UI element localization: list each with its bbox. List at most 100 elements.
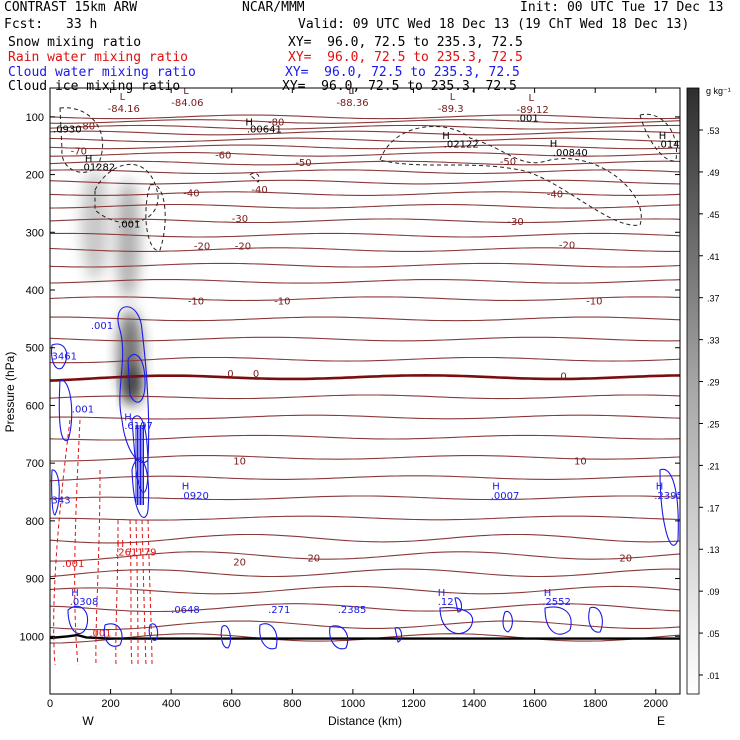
colorbar-level: .53 <box>707 126 720 136</box>
cloud-water-label: H <box>124 412 132 423</box>
x-tick-label: 200 <box>101 698 119 710</box>
isotherm-line <box>50 414 680 420</box>
x-tick-label: 600 <box>223 698 241 710</box>
cloud-water-label: H <box>438 588 446 599</box>
field-cloud-water-xy: XY= 96.0, 72.5 to 235.3, 72.5 <box>285 65 520 80</box>
rain-water-contour <box>115 519 119 666</box>
x-tick-label: 1800 <box>583 698 607 710</box>
field-snow-xy: XY= 96.0, 72.5 to 235.3, 72.5 <box>288 35 523 50</box>
isotherm-line <box>50 394 680 400</box>
y-tick-label: 100 <box>26 112 44 124</box>
cloud-water-label: .0007 <box>491 491 520 502</box>
isotherm-label: -40 <box>547 190 563 201</box>
cloud-water-label: .271 <box>268 605 290 616</box>
isotherm-label: 0 <box>227 369 233 380</box>
isotherm-label: -60 <box>215 150 231 161</box>
isotherm-line <box>50 169 680 175</box>
cloud-water-contour <box>51 343 68 370</box>
colorbar-level: .25 <box>707 419 720 429</box>
isotherm-label: -30 <box>232 214 248 225</box>
y-tick-label: 400 <box>26 285 44 297</box>
low-value: -89.3 <box>438 104 464 115</box>
cloud-water-contour <box>148 623 159 641</box>
cloud-water-label: .0308 <box>70 597 99 608</box>
cloud-water-contour <box>220 625 231 649</box>
colorbar-level: .33 <box>707 336 720 346</box>
isotherm-line <box>50 620 680 631</box>
cloud-water-contour <box>127 354 146 403</box>
forecast-hours: 33 h <box>66 17 98 32</box>
isotherm-line <box>50 603 680 613</box>
colorbar-level: .01 <box>707 671 720 681</box>
field-rain-name: Rain water mixing ratio <box>8 50 189 65</box>
isotherm-label: -50 <box>295 158 311 169</box>
isotherm-label: -40 <box>251 185 267 196</box>
isotherm-label: 20 <box>619 553 632 564</box>
y-tick-label: 200 <box>26 170 44 182</box>
isotherm-line <box>50 585 680 595</box>
isotherm-line <box>50 114 680 120</box>
cloud-ice-contour <box>59 107 104 173</box>
field-cloud-ice-name: Cloud ice mixing ratio <box>8 79 181 94</box>
cloud-water-label: .2385 <box>338 605 367 616</box>
init-time: Init: 00 UTC Tue 17 Dec 13 <box>520 0 724 15</box>
isotherm-line <box>50 160 680 166</box>
cloud-ice-label: .00641 <box>247 124 282 135</box>
isotherm-label: -10 <box>586 296 602 307</box>
low-marker: L <box>183 86 189 97</box>
cloud-water-label: H <box>656 482 664 493</box>
isotherm-line <box>50 373 680 382</box>
cloud-water-contour <box>51 469 60 516</box>
org-label: NCAR/MMM <box>242 0 305 15</box>
colorbar-level: .49 <box>707 168 720 178</box>
isotherm-label: 20 <box>307 553 320 564</box>
isotherm-label: 0 <box>253 369 259 380</box>
isotherm-line <box>50 495 680 501</box>
isotherm-line <box>50 247 680 252</box>
cloud-water-label: H <box>544 588 552 599</box>
rain-water-contour <box>74 419 81 666</box>
cloud-water-contour <box>454 597 463 613</box>
rain-water-contour <box>95 469 101 666</box>
cloud-ice-contour <box>379 125 642 226</box>
cloud-water-label: H <box>182 482 190 493</box>
isotherm-line <box>50 218 680 224</box>
model-title: CONTRAST 15km ARW <box>4 0 138 15</box>
cloud-ice-contour <box>94 163 159 224</box>
cloud-water-label: .001 <box>72 404 94 415</box>
low-marker: L <box>529 93 535 104</box>
cloud-ice-label: .02122 <box>444 139 479 150</box>
cloud-water-label: .2552 <box>542 597 571 608</box>
low-marker: L <box>348 86 354 97</box>
colorbar-level: .17 <box>707 503 720 513</box>
isotherm-label: -10 <box>274 296 290 307</box>
cloud-ice-label: H <box>85 154 93 165</box>
isotherm-label: -20 <box>194 242 210 253</box>
field-cloud-ice-xy: XY= 96.0, 72.5 to 235.3, 72.5 <box>282 79 517 94</box>
cloud-water-contour <box>544 606 572 635</box>
cloud-water-label: H <box>71 588 79 599</box>
cloud-water-label: .2395 <box>654 491 683 502</box>
cloud-water-contour <box>588 606 603 633</box>
colorbar-level: .05 <box>707 629 720 639</box>
isotherm-line <box>50 119 680 124</box>
cloud-water-contour <box>329 625 349 650</box>
x-axis-title: Distance (km) <box>328 714 402 728</box>
y-tick-label: 700 <box>26 458 44 470</box>
cloud-water-label: .6197 <box>124 421 153 432</box>
x-tick-label: 0 <box>47 698 53 710</box>
low-marker: L <box>120 92 126 103</box>
isotherm-label: -20 <box>235 242 251 253</box>
isotherm-line <box>50 130 680 136</box>
x-tick-label: 1400 <box>462 698 486 710</box>
cloud-water-label: .12 <box>438 597 454 608</box>
cloud-water-contour <box>58 379 73 442</box>
isotherm-line <box>50 336 680 342</box>
isotherm-line <box>50 124 680 130</box>
isotherm-label: -80 <box>79 122 95 133</box>
isotherm-line <box>50 316 680 322</box>
isotherm-label: -30 <box>507 217 523 228</box>
x-tick-label: 800 <box>283 698 301 710</box>
colorbar-level: .13 <box>707 545 720 555</box>
cloud-ice-contour <box>639 113 677 162</box>
